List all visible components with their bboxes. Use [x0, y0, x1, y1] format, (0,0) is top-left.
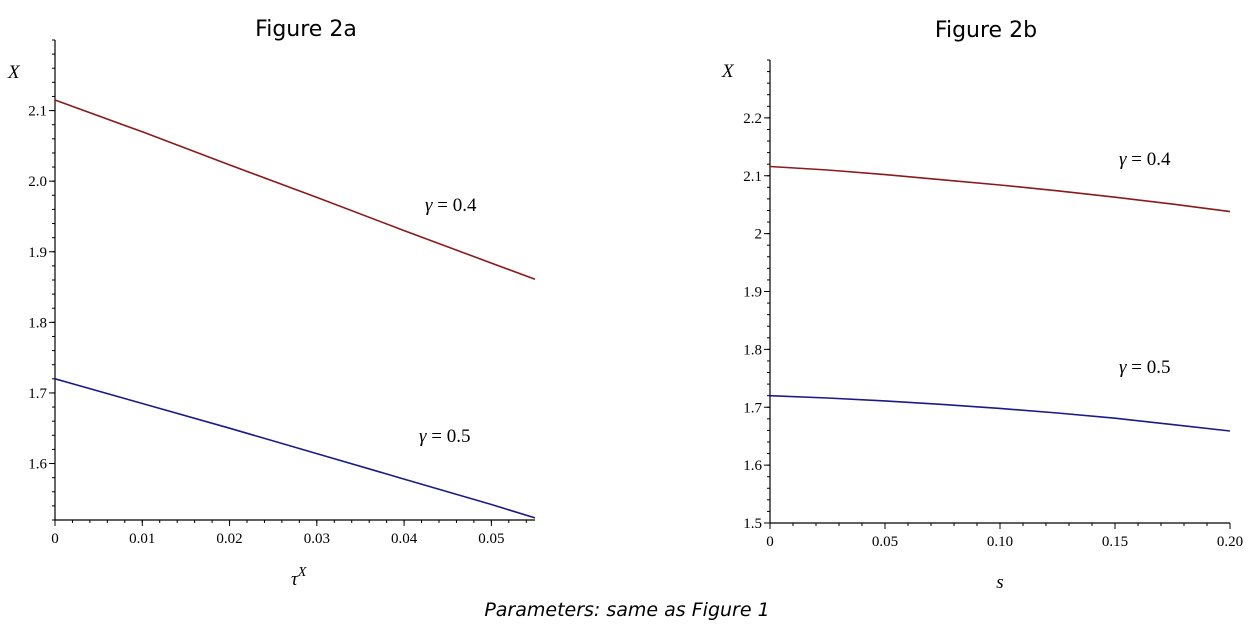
series-label: γ = 0.5: [1119, 357, 1170, 378]
x-axis-label-base: τ: [291, 569, 299, 590]
y-tick-label: 2.1: [743, 169, 762, 185]
series-label: γ = 0.4: [425, 195, 477, 216]
x-tick-label: 0.20: [1217, 534, 1243, 550]
x-axis-label-superscript: X: [297, 565, 307, 580]
x-tick-label: 0.05: [872, 534, 898, 550]
series-label: γ = 0.4: [1119, 149, 1171, 170]
y-tick-label: 1.7: [28, 386, 47, 402]
panel-figure-2b: Figure 2b X s 1.5 1.6 1.7 1.8 1.9 2 2.1 2.2 0 0.0…: [721, 18, 1243, 593]
figure-caption: Parameters: same as Figure 1: [484, 599, 769, 621]
series-line: [54, 99, 536, 281]
series-labels: γ = 0.4 γ = 0.5: [419, 195, 477, 447]
y-tick-label: 1.9: [743, 285, 762, 301]
x-tick-label: 0.10: [987, 534, 1013, 550]
x-tick-label: 0.05: [478, 531, 504, 547]
x-tick-label: 0.04: [391, 531, 418, 547]
x-tick-label: 0.02: [216, 531, 242, 547]
axes: 1.5 1.6 1.7 1.8 1.9 2 2.1 2.2 0 0.05 0.10 0.15 0.20: [743, 59, 1243, 550]
x-axis-label: s: [996, 572, 1003, 593]
y-axis-label: X: [7, 62, 21, 83]
x-tick-label: 0.03: [304, 531, 330, 547]
x-axis-label: τX: [291, 565, 307, 590]
chart-title: Figure 2b: [935, 18, 1037, 43]
series-labels: γ = 0.4 γ = 0.5: [1119, 149, 1171, 378]
y-tick-label: 2.2: [743, 111, 762, 127]
x-tick-label: 0: [766, 534, 774, 550]
x-tick-label: 0: [51, 531, 59, 547]
series-line: [54, 378, 536, 519]
y-tick-label: 1.7: [743, 400, 762, 416]
y-tick-label: 2.0: [28, 174, 47, 190]
y-tick-label: 1.5: [743, 516, 762, 532]
x-tick-label: 0.01: [129, 531, 155, 547]
y-tick-label: 1.6: [28, 457, 47, 473]
panel-figure-2a: Figure 2a X τX 1.61.71.81.92.02.10 0.01 0.…: [7, 17, 536, 590]
series-line: [769, 165, 1231, 213]
series-line: [769, 394, 1231, 432]
y-tick-label: 1.9: [28, 245, 47, 261]
y-tick-label: 1.8: [28, 315, 47, 331]
y-tick-label: 2.1: [28, 104, 47, 120]
axes: 1.6 1.7 1.8 1.9 2.0 2.1 0 0.01 0.02 0.03 0.04 0.05: [28, 39, 535, 547]
plot-lines: [769, 165, 1231, 432]
series-label: γ = 0.5: [419, 426, 470, 447]
x-tick-label: 0.15: [1102, 534, 1128, 550]
plot-lines: [54, 99, 536, 519]
y-axis-label: X: [721, 61, 735, 82]
chart-title: Figure 2a: [255, 17, 357, 42]
y-tick-label: 2: [755, 227, 763, 243]
y-tick-label: 1.8: [743, 342, 762, 358]
y-tick-label: 1.6: [743, 458, 762, 474]
